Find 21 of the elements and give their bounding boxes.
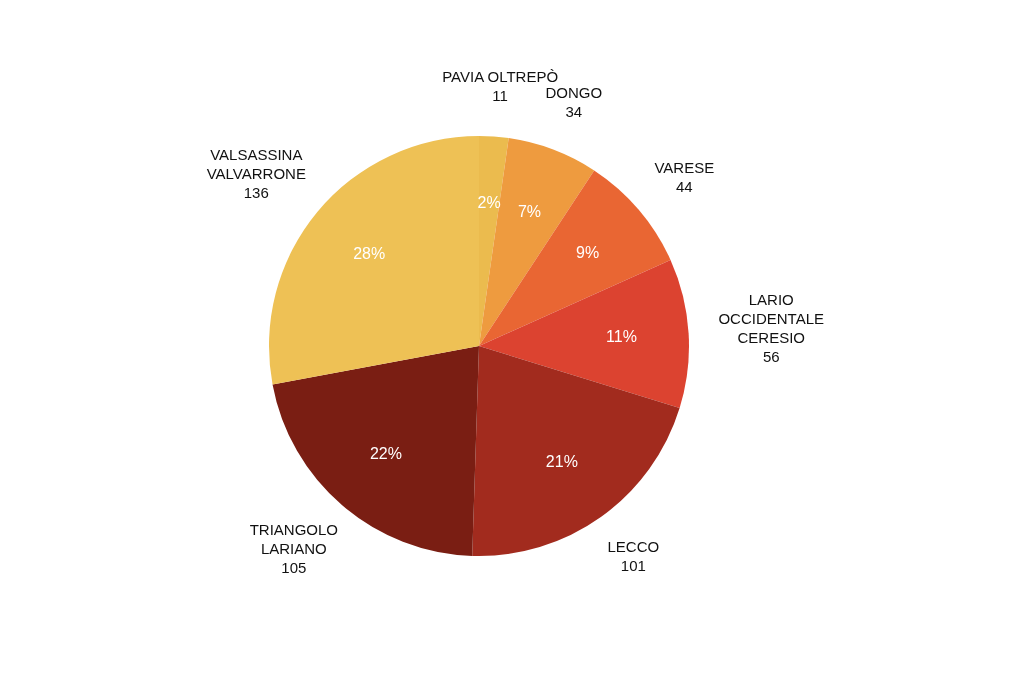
slice-label: PAVIA OLTREPÒ (442, 68, 559, 86)
text: 21% (545, 452, 578, 470)
slice-label: LECCO (607, 537, 660, 555)
text: 7% (517, 202, 542, 220)
data-label: 44 (675, 177, 693, 195)
slice-label: TRIANGOLO LARIANO (249, 520, 339, 557)
slice-label: DONGO (545, 84, 603, 102)
text: 11% (606, 327, 637, 345)
text: 28% (353, 245, 386, 263)
text: 2% (477, 193, 501, 211)
slice-label: VARESE (654, 158, 715, 176)
slice-label: LARIO OCCIDENTALE CERESIO (718, 290, 825, 346)
text: 9% (576, 243, 600, 261)
data-label: 11 (492, 87, 508, 105)
data-label: 101 (620, 556, 646, 574)
slice-label: VALSASSINA VALVARRONE (206, 145, 306, 182)
data-label: 56 (762, 347, 780, 365)
data-label: 136 (243, 183, 269, 201)
data-label: 105 (281, 558, 307, 576)
data-label: 34 (565, 103, 583, 121)
text: 22% (369, 444, 402, 462)
